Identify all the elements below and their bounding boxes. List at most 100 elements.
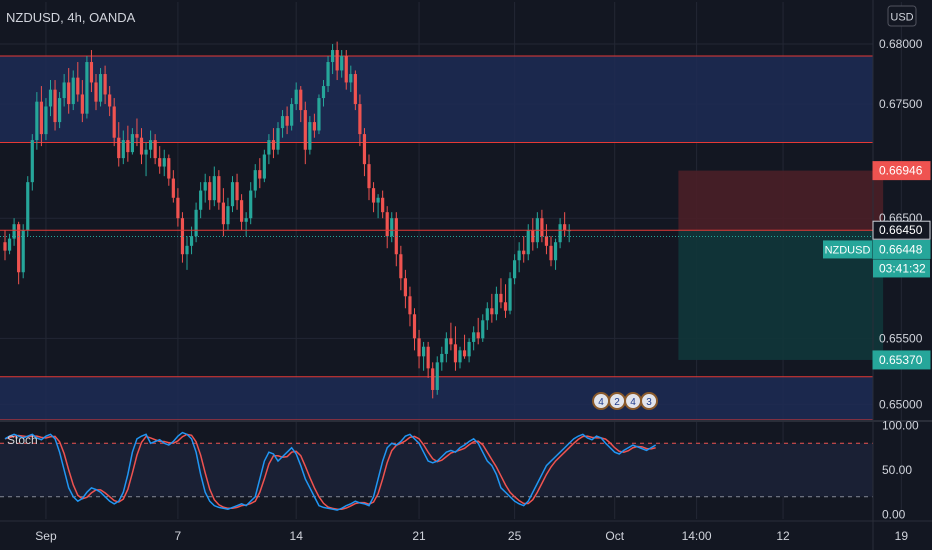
candle-body	[435, 362, 439, 390]
event-count: 3	[646, 397, 652, 408]
time-tick-label: 14:00	[682, 529, 712, 543]
candle-body	[21, 230, 25, 273]
candle-body	[89, 62, 94, 83]
candle-body	[139, 137, 144, 155]
candle-body	[285, 116, 289, 126]
candle-body	[326, 62, 330, 87]
time-tick-label: 25	[508, 529, 522, 543]
candle-body	[71, 77, 75, 105]
candle-body	[431, 368, 435, 390]
candle-body	[335, 50, 339, 71]
event-marker	[640, 392, 659, 410]
candle-body	[367, 164, 371, 189]
candle-body	[331, 50, 335, 63]
candle-body	[349, 74, 353, 83]
symbol-tag: NZDUSD	[825, 244, 871, 256]
candle-body	[249, 190, 253, 219]
candle-body	[399, 254, 403, 279]
currency-button[interactable]: USD	[887, 5, 917, 27]
candle-body	[35, 101, 39, 141]
candle-body	[517, 250, 521, 261]
stoch-band-fill	[0, 443, 873, 497]
candle-body	[26, 182, 30, 231]
candle-body	[553, 242, 558, 261]
candle-body	[62, 82, 66, 99]
candle-body	[481, 320, 485, 339]
candle-body	[58, 98, 62, 123]
candle-body	[312, 122, 316, 131]
candle-body	[299, 89, 303, 111]
candle-body	[80, 94, 84, 114]
event-count: 2	[614, 397, 620, 408]
bar-countdown: 03:41:32	[879, 261, 926, 275]
price-label: 0.65370	[879, 353, 923, 367]
short-position-tool[interactable]	[678, 170, 884, 360]
price-label-box	[872, 239, 931, 259]
candle-body	[44, 106, 48, 135]
candle-body	[344, 56, 348, 83]
zone	[0, 56, 873, 143]
candle-body	[149, 140, 153, 150]
candle-body	[185, 245, 189, 255]
candle-body	[199, 190, 203, 210]
candle-body	[490, 308, 494, 315]
candle-body	[67, 82, 71, 105]
horizontal-price-line[interactable]	[0, 229, 873, 237]
candle-body	[476, 332, 480, 339]
event-count: 4	[630, 397, 636, 408]
candle-body	[485, 308, 489, 321]
candle-body	[353, 74, 357, 105]
candle-body	[48, 89, 53, 107]
stochastic-pane	[0, 420, 932, 511]
candle-body	[549, 245, 553, 261]
chart-title: NZDUSD, 4h, OANDA	[6, 10, 136, 25]
candle-body	[189, 236, 194, 246]
candle-body	[117, 137, 121, 159]
candle-body	[30, 140, 34, 183]
countdown-box	[873, 259, 930, 278]
time-tick-label: 21	[412, 529, 426, 543]
candle-body	[494, 293, 498, 315]
candle-body	[217, 176, 221, 203]
candle-body	[449, 338, 453, 345]
event-count: 4	[598, 397, 604, 408]
candle-body	[558, 224, 562, 243]
candle-body	[403, 278, 407, 297]
price-tick-label: 0.65500	[879, 331, 923, 345]
candle-body	[112, 106, 116, 138]
candle-body	[98, 74, 103, 102]
candle-body	[440, 353, 444, 363]
candle-body	[317, 98, 321, 131]
price-label-box	[872, 161, 931, 181]
candle-body	[167, 158, 171, 179]
candle-body	[544, 236, 549, 246]
candle-body	[467, 341, 471, 357]
price-tick-label: 0.65000	[879, 397, 923, 411]
candle-body	[412, 314, 417, 339]
candle-body	[53, 89, 57, 123]
candle-body	[153, 140, 157, 159]
candle-body	[508, 278, 512, 311]
candle-body	[513, 260, 517, 279]
candle-body	[162, 158, 166, 167]
candle-body	[94, 82, 98, 102]
candle-body	[358, 104, 362, 135]
candle-body	[303, 110, 307, 150]
candlestick-series	[3, 41, 571, 399]
stoch-label: Stoch	[7, 433, 38, 447]
candle-body	[244, 218, 248, 222]
stoch-d-line	[4, 433, 656, 510]
candle-body	[12, 224, 16, 239]
candle-body	[176, 197, 180, 219]
price-tick-label: 0.67500	[879, 97, 923, 111]
candle-body	[531, 230, 535, 243]
candle-body	[417, 338, 421, 357]
candle-body	[235, 182, 239, 201]
candle-body	[340, 56, 344, 71]
candle-body	[130, 134, 134, 153]
candle-body	[262, 154, 266, 179]
time-tick-label: 12	[776, 529, 790, 543]
stoch-k-line	[4, 431, 657, 511]
price-label-box	[872, 220, 931, 240]
